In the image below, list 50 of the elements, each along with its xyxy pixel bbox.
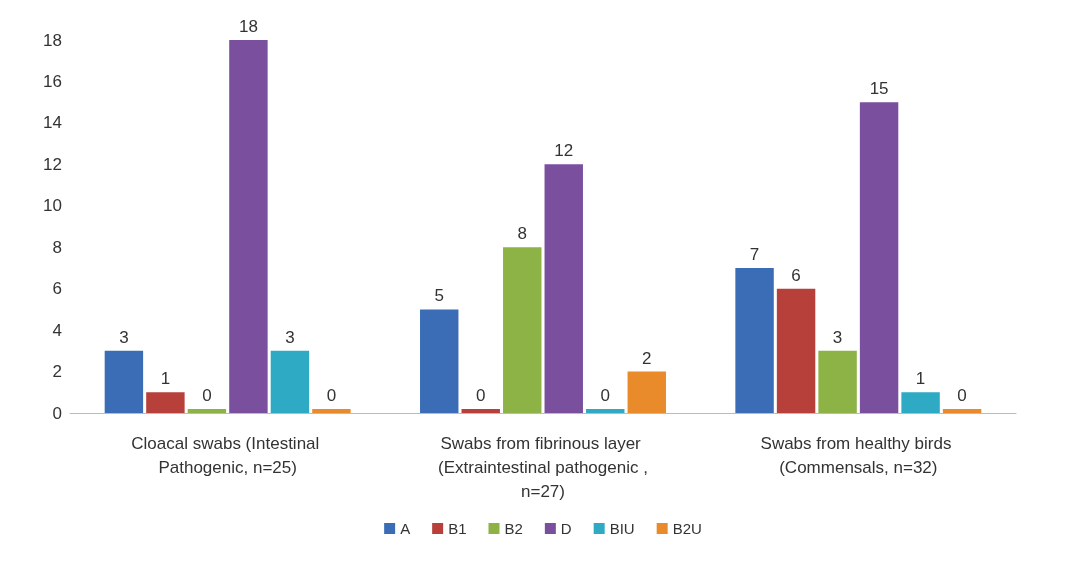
y-tick-label: 4 <box>52 320 62 340</box>
bar <box>544 164 583 413</box>
data-label: 3 <box>832 327 843 347</box>
data-label: 3 <box>119 327 129 347</box>
y-tick-label: 16 <box>43 71 62 91</box>
bar <box>776 288 816 413</box>
bar <box>735 267 774 413</box>
bar <box>104 350 144 413</box>
bar <box>503 247 542 413</box>
data-label: 18 <box>238 17 258 36</box>
legend-label: B2 <box>504 520 523 537</box>
data-label: 15 <box>869 79 889 99</box>
data-label: 1 <box>160 369 171 389</box>
bar <box>270 350 310 413</box>
bar <box>229 40 268 413</box>
data-label: 0 <box>476 386 486 405</box>
bar <box>420 309 459 413</box>
bar <box>818 350 857 413</box>
y-tick-label: 2 <box>52 362 62 382</box>
legend-label: A <box>400 520 411 537</box>
bar <box>901 392 940 413</box>
data-label: 2 <box>642 348 652 368</box>
x-tick-label: Swabs from healthy birds (Commensals, n=32) <box>760 433 957 477</box>
bar <box>859 102 899 413</box>
y-tick-label: 8 <box>52 237 62 257</box>
y-tick-label: 12 <box>43 154 62 174</box>
data-label: 1 <box>915 369 926 389</box>
legend-label: B1 <box>448 520 467 537</box>
legend-label: D <box>560 520 572 537</box>
y-tick-label: 0 <box>52 403 62 423</box>
data-label: 3 <box>285 327 295 347</box>
data-label: 8 <box>517 224 527 244</box>
data-label: 6 <box>791 265 801 285</box>
bar <box>627 371 666 413</box>
data-label: 0 <box>600 386 610 405</box>
y-tick-label: 10 <box>43 196 62 216</box>
data-label: 7 <box>749 244 760 264</box>
data-label: 0 <box>957 386 967 405</box>
x-tick-label: Swabs from fibrinous layer (Extraintestinal pathogenic ,n=27) <box>438 433 648 501</box>
legend-label: BIU <box>609 520 635 537</box>
x-tick-label: Cloacal swabs (Intestinal Pathogenic, n=25) <box>131 433 325 477</box>
y-tick-label: 14 <box>43 113 62 133</box>
bar <box>146 392 185 413</box>
data-label: 12 <box>554 141 574 161</box>
legend-label: B2U <box>672 520 702 537</box>
data-label: 0 <box>202 386 212 405</box>
data-label: 0 <box>326 386 337 405</box>
y-tick-label: 18 <box>43 30 62 50</box>
data-label: 5 <box>434 286 444 306</box>
y-tick-label: 6 <box>52 279 62 299</box>
